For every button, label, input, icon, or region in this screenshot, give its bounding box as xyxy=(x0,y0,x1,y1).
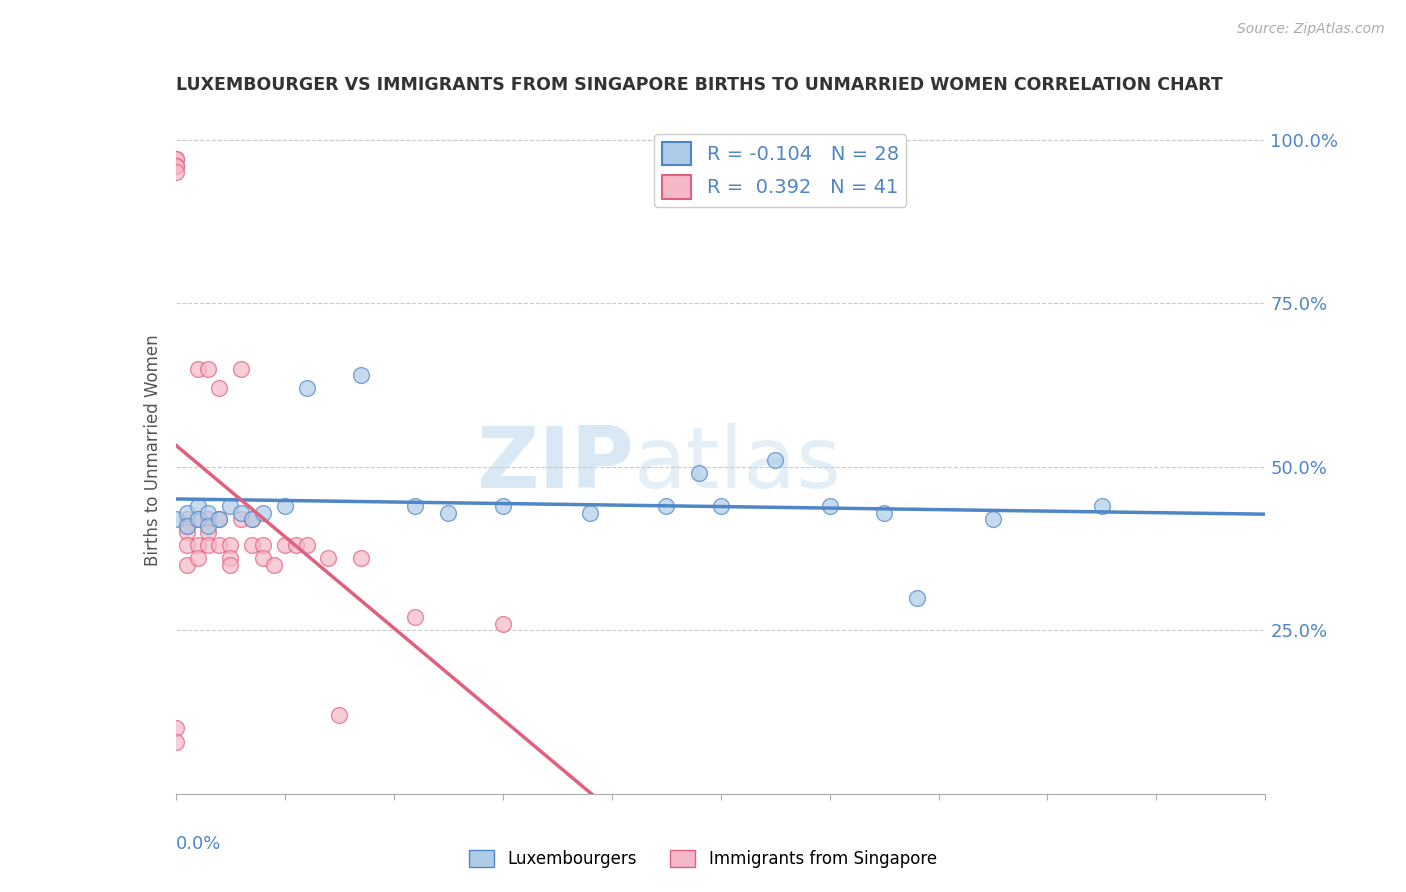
Point xyxy=(231,512,253,526)
Point xyxy=(492,499,515,513)
Point xyxy=(165,165,187,179)
Point xyxy=(295,381,318,395)
Point xyxy=(231,506,253,520)
Point xyxy=(318,551,340,566)
Point xyxy=(655,499,678,513)
Point xyxy=(208,538,231,552)
Point xyxy=(350,551,373,566)
Point xyxy=(176,518,198,533)
Point xyxy=(197,361,219,376)
Point xyxy=(263,558,285,572)
Point xyxy=(208,512,231,526)
Point xyxy=(763,453,786,467)
Point xyxy=(176,538,198,552)
Point xyxy=(905,591,928,605)
Point xyxy=(165,159,187,173)
Point xyxy=(165,159,187,173)
Point xyxy=(197,525,219,540)
Point xyxy=(240,538,263,552)
Point xyxy=(688,467,710,481)
Point xyxy=(197,512,219,526)
Point xyxy=(186,512,209,526)
Point xyxy=(197,506,219,520)
Y-axis label: Births to Unmarried Women: Births to Unmarried Women xyxy=(143,334,162,566)
Point xyxy=(437,506,460,520)
Point xyxy=(274,538,297,552)
Point xyxy=(295,538,318,552)
Text: ZIP: ZIP xyxy=(475,423,633,506)
Point xyxy=(252,538,274,552)
Point xyxy=(165,512,187,526)
Point xyxy=(176,558,198,572)
Legend: Luxembourgers, Immigrants from Singapore: Luxembourgers, Immigrants from Singapore xyxy=(463,843,943,875)
Point xyxy=(165,734,187,748)
Point xyxy=(176,525,198,540)
Text: 0.0%: 0.0% xyxy=(176,835,221,853)
Point xyxy=(186,361,209,376)
Text: Source: ZipAtlas.com: Source: ZipAtlas.com xyxy=(1237,22,1385,37)
Point xyxy=(710,499,733,513)
Point xyxy=(165,153,187,167)
Point xyxy=(873,506,896,520)
Point xyxy=(186,499,209,513)
Point xyxy=(252,551,274,566)
Point xyxy=(240,512,263,526)
Point xyxy=(350,368,373,383)
Point xyxy=(1091,499,1114,513)
Point xyxy=(186,538,209,552)
Point xyxy=(252,506,274,520)
Point xyxy=(219,551,242,566)
Point xyxy=(579,506,602,520)
Point xyxy=(240,512,263,526)
Point xyxy=(165,722,187,736)
Point xyxy=(492,616,515,631)
Point xyxy=(186,551,209,566)
Point xyxy=(219,538,242,552)
Text: LUXEMBOURGER VS IMMIGRANTS FROM SINGAPORE BIRTHS TO UNMARRIED WOMEN CORRELATION : LUXEMBOURGER VS IMMIGRANTS FROM SINGAPOR… xyxy=(176,77,1222,95)
Point xyxy=(219,499,242,513)
Point xyxy=(186,512,209,526)
Point xyxy=(208,512,231,526)
Point xyxy=(274,499,297,513)
Point xyxy=(176,518,198,533)
Point xyxy=(284,538,307,552)
Point xyxy=(231,361,253,376)
Point xyxy=(197,518,219,533)
Legend: R = -0.104   N = 28, R =  0.392   N = 41: R = -0.104 N = 28, R = 0.392 N = 41 xyxy=(654,134,907,207)
Point xyxy=(176,506,198,520)
Point xyxy=(165,153,187,167)
Point xyxy=(176,512,198,526)
Point xyxy=(405,610,427,624)
Point xyxy=(219,558,242,572)
Point xyxy=(405,499,427,513)
Point xyxy=(197,538,219,552)
Text: atlas: atlas xyxy=(633,423,841,506)
Point xyxy=(981,512,1004,526)
Point xyxy=(208,381,231,395)
Point xyxy=(818,499,841,513)
Point xyxy=(328,708,350,723)
